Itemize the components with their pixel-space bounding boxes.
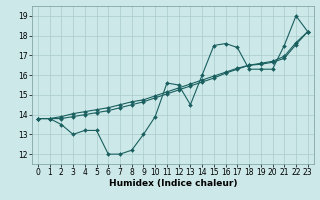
X-axis label: Humidex (Indice chaleur): Humidex (Indice chaleur) xyxy=(108,179,237,188)
